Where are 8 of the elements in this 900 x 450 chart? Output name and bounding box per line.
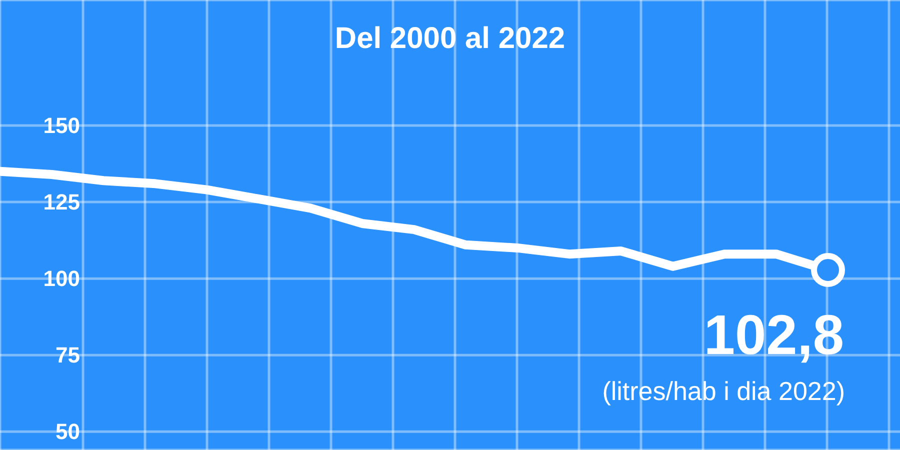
text: Del 2000 al 2022 [334, 22, 566, 56]
y-tick-label: 50 [56, 419, 80, 444]
data-label: 102,8 [704, 303, 844, 366]
y-tick-label: 125 [43, 190, 80, 215]
y-tick-label: 100 [43, 266, 80, 292]
annotation: (litres/hab i dia 2022) [602, 376, 845, 407]
y-tick-label: 75 [56, 342, 80, 368]
y-tick-label: 150 [43, 113, 80, 138]
